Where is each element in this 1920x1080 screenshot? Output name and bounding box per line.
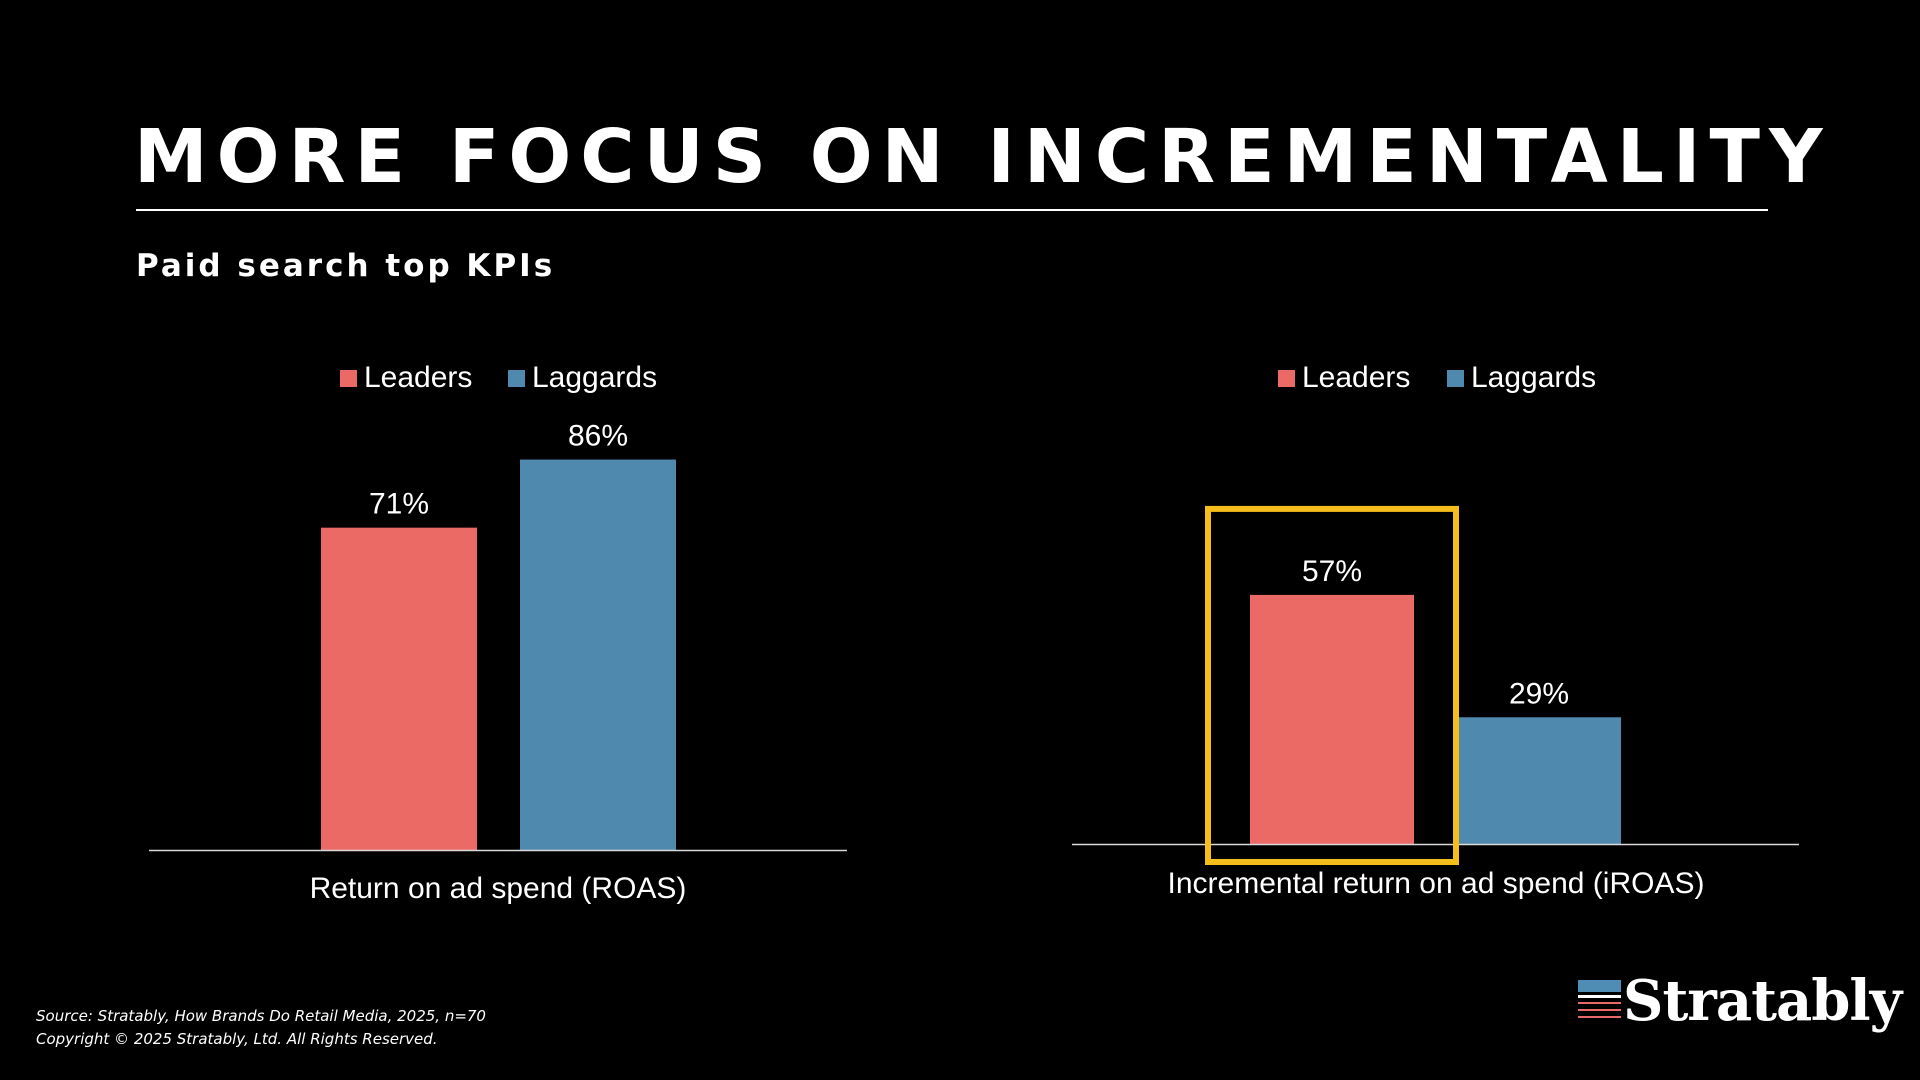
logo-wordmark: Stratably [1623,968,1902,1034]
bar-charts: Leaders Laggards 71% 86% Return on ad spend … [149,361,1799,905]
chart-1-legend-label-leaders: Leaders [364,361,472,394]
stacked-bars-logo-icon [1578,980,1621,1022]
logo-bar-line-1 [1578,1002,1621,1004]
chart-2-legend-swatch-leaders [1278,370,1295,387]
logo-bar-line-3 [1578,1016,1621,1018]
chart-2-legend-label-laggards: Laggards [1471,361,1596,394]
chart-1-data-label-laggards: 86% [568,420,628,453]
copyright-note: Copyright © 2025 Stratably, Ltd. All Rig… [36,1030,438,1048]
stratably-logo: Stratably [1578,968,1902,1034]
slide-subtitle: Paid search top KPIs [136,248,556,284]
charts-area: Leaders Laggards 71% 86% Return on ad spend … [149,361,1799,905]
chart-1-legend-label-laggards: Laggards [532,361,657,394]
chart-1-data-label-leaders: 71% [369,488,429,521]
source-note: Source: Stratably, How Brands Do Retail … [36,1007,486,1025]
chart-2-data-label-leaders: 57% [1302,555,1362,588]
chart-2-legend-label-leaders: Leaders [1302,361,1410,394]
chart-2-legend-swatch-laggards [1447,370,1464,387]
chart-1-category-label: Return on ad spend (ROAS) [310,872,687,905]
chart-1-bar-laggards [520,459,676,850]
footer: Source: Stratably, How Brands Do Retail … [36,1005,486,1051]
chart-2-data-label-laggards: 29% [1509,677,1569,710]
logo-bar-mid [1578,995,1621,998]
chart-2-bar-leaders [1250,594,1414,844]
chart-2-category-label: Incremental return on ad spend (iROAS) [1168,867,1705,900]
slide-title: MORE FOCUS ON INCREMENTALITY [134,114,1832,200]
title-divider [136,209,1768,211]
chart-1-legend-swatch-laggards [508,370,525,387]
chart-1-legend-swatch-leaders [340,370,357,387]
chart-2-highlight-box [1205,505,1459,865]
chart-1-bar-leaders [321,527,477,850]
logo-bar-top [1578,980,1621,992]
chart-2-bar-laggards [1457,717,1621,844]
logo-bar-line-2 [1578,1009,1621,1011]
